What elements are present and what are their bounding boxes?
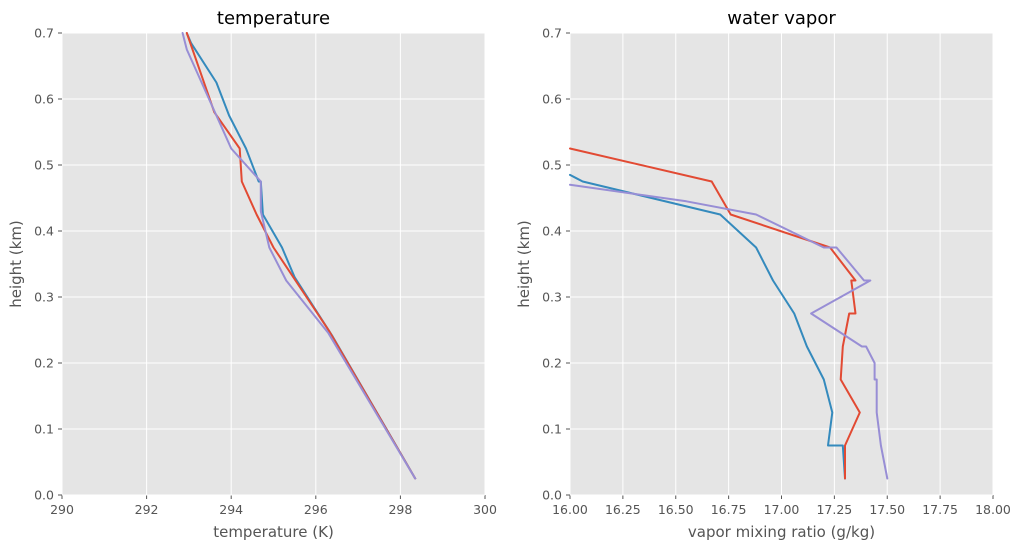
y-tick-label: 0.7 bbox=[542, 26, 562, 41]
chart-title: water vapor bbox=[727, 8, 836, 29]
y-tick-label: 0.5 bbox=[542, 158, 562, 173]
y-tick-label: 0.6 bbox=[34, 92, 54, 107]
temperature-panel: 290 292 294 296 298 300 0.0 0.1 0.2 0.3 0.4 0.5 0.6 0… bbox=[7, 8, 497, 541]
y-tick-label: 0.2 bbox=[542, 356, 562, 371]
y-tick-label: 0.4 bbox=[34, 224, 54, 239]
x-tick-label: 294 bbox=[219, 502, 243, 517]
y-tick-label: 0.3 bbox=[542, 290, 562, 305]
x-tick-label: 298 bbox=[388, 502, 412, 517]
x-tick-label: 296 bbox=[304, 502, 328, 517]
y-tick-label: 0.5 bbox=[34, 158, 54, 173]
x-tick-label: 16.25 bbox=[605, 502, 641, 517]
x-tick-label: 17.00 bbox=[764, 502, 800, 517]
x-tick-label: 16.75 bbox=[711, 502, 747, 517]
x-tick-label: 290 bbox=[50, 502, 74, 517]
y-tick-label: 0.7 bbox=[34, 26, 54, 41]
y-tick-label: 0.1 bbox=[542, 422, 562, 437]
x-axis-label: vapor mixing ratio (g/kg) bbox=[688, 523, 875, 541]
series-line-3 bbox=[569, 183, 889, 480]
y-tick-label: 0.4 bbox=[542, 224, 562, 239]
y-tick-label: 0.6 bbox=[542, 92, 562, 107]
y-tick-label: 0.3 bbox=[34, 290, 54, 305]
plot-area bbox=[62, 33, 485, 495]
x-tick-label: 18.00 bbox=[975, 502, 1011, 517]
x-tick-label: 17.50 bbox=[869, 502, 905, 517]
series-line-2 bbox=[569, 147, 861, 480]
x-tick-label: 17.25 bbox=[816, 502, 852, 517]
x-tick-label: 300 bbox=[473, 502, 497, 517]
x-axis-label: temperature (K) bbox=[213, 523, 334, 541]
series-line-1 bbox=[569, 173, 846, 480]
chart-title: temperature bbox=[217, 8, 330, 29]
x-tick-label: 16.50 bbox=[658, 502, 694, 517]
y-axis-label: height (km) bbox=[515, 220, 533, 308]
y-tick-label: 0.0 bbox=[34, 488, 54, 503]
water-vapor-panel: 16.00 16.25 16.50 16.75 17.00 17.25 17.50 17.75… bbox=[515, 8, 1011, 541]
x-tick-label: 17.75 bbox=[922, 502, 958, 517]
y-tick-label: 0.1 bbox=[34, 422, 54, 437]
y-tick-label: 0.0 bbox=[542, 488, 562, 503]
x-tick-label: 292 bbox=[135, 502, 159, 517]
y-tick-label: 0.2 bbox=[34, 356, 54, 371]
series-line-3 bbox=[181, 32, 417, 480]
x-tick-label: 16.00 bbox=[552, 502, 588, 517]
y-axis-label: height (km) bbox=[7, 220, 25, 308]
